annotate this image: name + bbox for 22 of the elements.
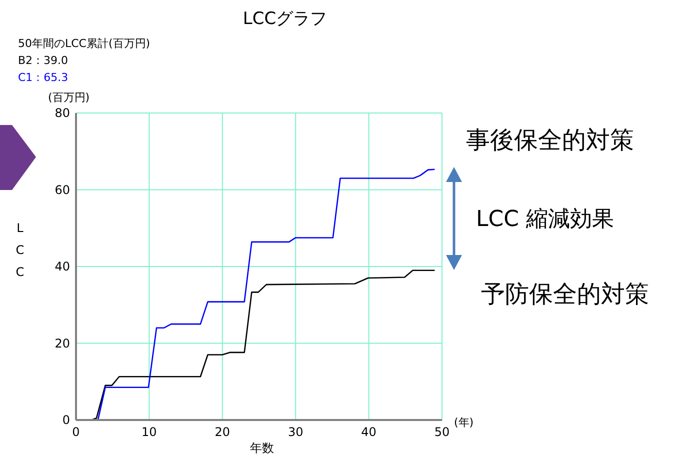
text: LCC 縮減効果 [476,207,614,232]
y-tick-label: 0 [62,413,70,427]
x-tick-label: 0 [72,425,80,439]
text: (年) [454,416,474,429]
text: 50年間のLCC累計(百万円) [18,37,150,50]
y-tick-label: 60 [54,182,70,197]
y-tick-label: 20 [54,336,70,350]
y-tick-label: 80 [54,106,70,120]
text: 事後保全的対策 [466,126,634,154]
x-tick-label: 40 [361,425,376,439]
x-tick-label: 10 [142,425,157,439]
y-axis-title: LCC [16,221,24,279]
x-axis-title: 年数 [250,441,274,455]
x-tick-label: 50 [434,425,450,439]
text: B2：39.0 [18,54,68,67]
chart-title: LCCグラフ [242,9,328,29]
text: 予防保全的対策 [481,280,649,308]
text: (百万円) [48,91,90,104]
text: C1：65.3 [18,71,68,84]
x-tick-label: 30 [288,425,304,439]
x-tick-label: 20 [214,425,230,439]
y-tick-label: 40 [54,260,70,274]
